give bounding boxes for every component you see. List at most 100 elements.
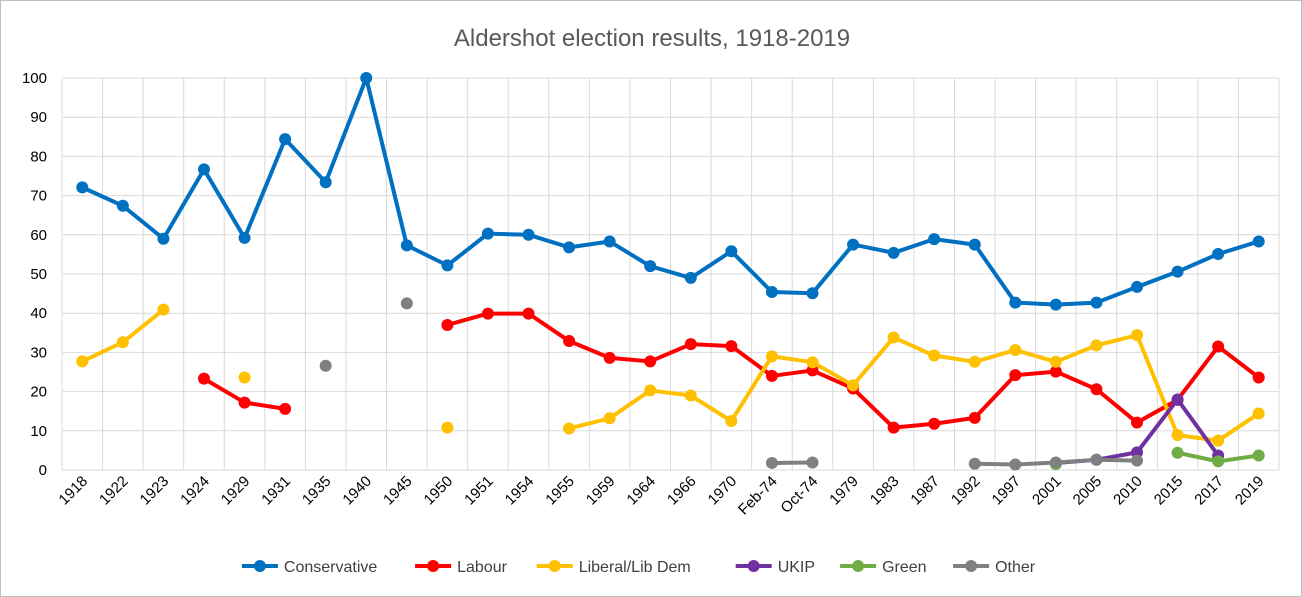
data-point: [441, 259, 454, 272]
legend-swatch-marker: [253, 560, 266, 572]
data-point: [644, 384, 657, 397]
data-point: [887, 246, 900, 259]
data-point: [238, 371, 251, 384]
data-point: [400, 297, 413, 310]
data-point: [76, 355, 89, 368]
x-tick-label: 1918: [55, 473, 91, 509]
data-point: [765, 369, 778, 382]
data-point: [116, 199, 129, 212]
data-point: [1049, 456, 1062, 469]
legend-label: Green: [882, 559, 926, 576]
data-point: [1131, 280, 1144, 293]
data-point: [887, 331, 900, 344]
x-tick-label: 1929: [218, 473, 254, 509]
x-tick-label: 1951: [461, 473, 497, 509]
series-line: [80, 307, 166, 364]
legend-item: Liberal/Lib Dem: [536, 559, 691, 576]
x-tick-label: 1970: [705, 473, 741, 509]
data-point: [441, 421, 454, 434]
series-line: [80, 76, 1261, 307]
data-point: [360, 72, 373, 84]
x-tick-label: 1987: [907, 473, 943, 509]
data-point: [968, 457, 981, 470]
legend-item: UKIP: [735, 559, 815, 576]
x-axis: 1918 1922 1923 1924 1929 1931 1935 1940 1945 1950…: [55, 469, 1279, 518]
y-tick-label: 80: [30, 148, 47, 165]
data-point: [1212, 340, 1225, 353]
data-point: [765, 350, 778, 363]
data-point: [1090, 339, 1103, 352]
data-point: [76, 181, 89, 194]
data-point: [806, 364, 819, 377]
legend-label: Conservative: [284, 559, 377, 576]
data-point: [441, 318, 454, 331]
x-tick-label: 1992: [948, 473, 984, 509]
data-point: [806, 356, 819, 369]
y-tick-label: 100: [22, 70, 47, 87]
data-point: [847, 379, 860, 392]
x-tick-label: 1935: [299, 473, 335, 509]
data-point: [1049, 365, 1062, 378]
data-point: [806, 456, 819, 469]
data-point: [238, 396, 251, 409]
legend-item: Green: [840, 559, 927, 576]
series-conservative: [76, 72, 1265, 311]
data-point: [563, 335, 576, 348]
data-point: [928, 417, 941, 430]
legend-label: UKIP: [778, 559, 815, 576]
data-point: [157, 232, 170, 245]
legend-swatch-marker: [747, 560, 760, 572]
data-point: [1009, 344, 1022, 357]
legend-item: Other: [953, 559, 1036, 576]
data-point: [806, 287, 819, 300]
data-point: [319, 176, 332, 189]
data-point: [116, 336, 129, 349]
data-point: [765, 286, 778, 299]
legend-swatch-marker: [548, 560, 561, 572]
data-point: [1171, 446, 1184, 459]
x-tick-label: 2017: [1191, 473, 1227, 509]
data-point: [644, 355, 657, 368]
data-point: [725, 340, 738, 353]
data-point: [279, 133, 292, 146]
data-point: [197, 163, 210, 176]
legend-item: Labour: [415, 559, 508, 576]
y-tick-label: 40: [30, 305, 47, 322]
series-line: [567, 333, 1261, 443]
legend-swatch-marker: [852, 560, 865, 572]
data-point: [725, 415, 738, 427]
data-point: [197, 372, 210, 385]
data-point: [279, 402, 292, 415]
y-tick-label: 90: [30, 109, 47, 126]
data-point: [684, 338, 697, 351]
series-labour: [197, 307, 1265, 434]
data-point: [684, 389, 697, 402]
data-point: [1009, 458, 1022, 471]
y-tick-label: 60: [30, 227, 47, 244]
data-point: [1009, 296, 1022, 309]
x-tick-label: 1955: [542, 473, 578, 509]
data-point: [1090, 296, 1103, 309]
x-tick-label: 1924: [177, 473, 213, 509]
series-other: [319, 297, 1144, 471]
data-point: [522, 307, 535, 320]
data-point: [1090, 383, 1103, 396]
data-point: [1131, 454, 1144, 467]
data-point: [1252, 407, 1265, 420]
data-point: [1090, 453, 1103, 466]
x-tick-label: 1940: [339, 473, 375, 509]
x-tick-label: 2005: [1070, 473, 1106, 509]
y-tick-label: 10: [30, 423, 47, 440]
x-tick-label: 1922: [96, 473, 132, 509]
y-tick-label: 0: [39, 462, 47, 479]
x-tick-label: 1966: [664, 473, 700, 509]
data-point: [684, 271, 697, 284]
data-point: [847, 238, 860, 251]
x-tick-label: Oct-74: [777, 473, 821, 517]
y-tick-label: 50: [30, 266, 47, 283]
data-point: [887, 421, 900, 434]
data-point: [968, 238, 981, 251]
y-axis: 0 10 20 30 40 50 60 70 80 90 100: [22, 70, 47, 479]
data-point: [603, 351, 616, 364]
data-point: [1252, 449, 1265, 462]
